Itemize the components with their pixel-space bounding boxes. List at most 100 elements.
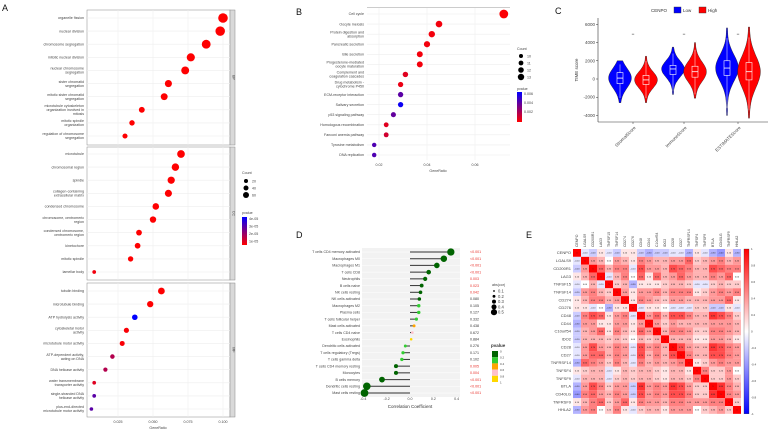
heatmap-cell	[637, 327, 645, 336]
heatmap-cell	[605, 398, 613, 406]
cell-value: 0.30	[647, 410, 652, 412]
cell-value: 0.50	[687, 316, 692, 318]
heatmap-cell	[669, 280, 677, 289]
heatmap-cell	[701, 358, 709, 367]
cell-value: 0.50	[639, 261, 644, 263]
cell-value: 0.30	[663, 261, 668, 263]
cell-value: -0.30	[575, 363, 581, 365]
heatmap-cell	[605, 311, 613, 320]
heatmap-cell	[605, 343, 613, 352]
heatmap-cell	[709, 406, 717, 414]
pvalue-label: 0.276	[470, 344, 479, 348]
cell-value: 0.20	[695, 394, 700, 396]
size-legend-label: 0.1	[498, 289, 504, 294]
term-label: kinetochore	[65, 244, 84, 248]
lollipop-dot	[417, 303, 421, 308]
heatmap-cell	[709, 351, 717, 359]
heatmap-cell	[645, 382, 653, 391]
heatmap-cell	[669, 366, 677, 375]
cell-value: -0.30	[575, 410, 581, 412]
cell-value: 0.30	[671, 339, 676, 341]
heatmap-cell	[653, 256, 661, 265]
cell-value: 0.50	[655, 292, 660, 294]
heatmap-cell	[629, 343, 637, 352]
heatmap-cell	[669, 406, 677, 414]
heatmap-cell	[589, 335, 597, 344]
cell-value: -0.20	[575, 331, 581, 333]
heatmap-cell	[629, 256, 637, 265]
heatmap-cell	[733, 358, 741, 367]
row-label: TNFRSF9	[553, 399, 572, 404]
heatmap-cell	[725, 296, 733, 304]
cell-value: 0.40	[727, 323, 732, 325]
cell-value: 0.70	[711, 355, 716, 357]
dot	[397, 101, 404, 108]
cell-value: 0.30	[679, 323, 684, 325]
dot-BP	[129, 120, 135, 126]
heatmap-cell	[669, 296, 677, 304]
cell-value: 0.10	[607, 316, 612, 318]
lollipop-dot	[400, 357, 404, 362]
pvalue-label: 0.884	[470, 337, 479, 341]
cell-value: -0.10	[631, 316, 637, 318]
heatmap-cell	[589, 343, 597, 352]
heatmap-cell	[589, 264, 597, 273]
heatmap-cell	[589, 374, 597, 383]
term-label: organelle fission	[58, 16, 84, 20]
dot-CC	[171, 163, 180, 171]
cell-value: 0.40	[655, 363, 660, 365]
row-label: TNFSF9	[556, 376, 572, 381]
heatmap-cell	[613, 327, 621, 336]
heatmap-cell	[653, 390, 661, 399]
pvalue-legend-swatch	[492, 357, 498, 364]
cell-value: 0.30	[719, 284, 724, 286]
cell-value: 0.30	[663, 268, 668, 270]
facet-panel-MF	[86, 282, 231, 418]
cell-value: 0.30	[623, 261, 628, 263]
cell-value: 0.40	[687, 276, 692, 278]
cell-value: 0.10	[735, 339, 740, 341]
cell-value: 0.60	[599, 402, 604, 404]
heatmap-cell	[701, 382, 709, 391]
heatmap-cell	[589, 351, 597, 359]
column-label: TNFSF9	[703, 234, 707, 247]
cell-value: 0.40	[647, 300, 652, 302]
lollipop-dot	[403, 344, 407, 348]
pvalue-legend-label: 0.002	[524, 110, 533, 114]
heatmap-cell	[621, 374, 629, 383]
heatmap-cell	[677, 382, 685, 391]
cell-value: 0.50	[719, 261, 724, 263]
heatmap-cell	[589, 296, 597, 304]
cell-value: 0.30	[583, 300, 588, 302]
term-label: p53 signaling pathway	[328, 113, 364, 117]
cell-value: 0.60	[679, 276, 684, 278]
box	[745, 62, 753, 81]
cell-value: 0.20	[623, 339, 628, 341]
cell-value: 1	[608, 284, 610, 286]
heatmap-cell	[597, 264, 605, 273]
heatmap-cell	[677, 311, 685, 320]
heatmap-cell	[637, 303, 645, 312]
heatmap-cell	[637, 398, 645, 406]
dot	[499, 9, 509, 19]
heatmap-cell	[629, 249, 637, 257]
cell-value: 0.40	[615, 300, 620, 302]
term-label: Pancreatic secretion	[331, 42, 364, 46]
cell-value: 0.00	[599, 410, 604, 412]
cell-value: 0.10	[647, 308, 652, 310]
cell-value: 0.50	[711, 402, 716, 404]
heatmap-cell	[677, 272, 685, 281]
cell-value: 0.20	[703, 363, 708, 365]
cell-value: 0.50	[679, 331, 684, 333]
heatmap-cell	[677, 366, 685, 375]
cell-value: 0.60	[655, 316, 660, 318]
heatmap-cell	[701, 343, 709, 352]
heatmap-cell	[645, 264, 653, 273]
heatmap-cell	[581, 319, 589, 328]
heatmap-cell	[581, 288, 589, 297]
heatmap-cell	[661, 256, 669, 265]
term-label: Cell cycle	[349, 12, 364, 16]
heatmap-cell	[629, 311, 637, 320]
heatmap-cell	[693, 249, 701, 257]
heatmap-cell	[589, 249, 597, 257]
